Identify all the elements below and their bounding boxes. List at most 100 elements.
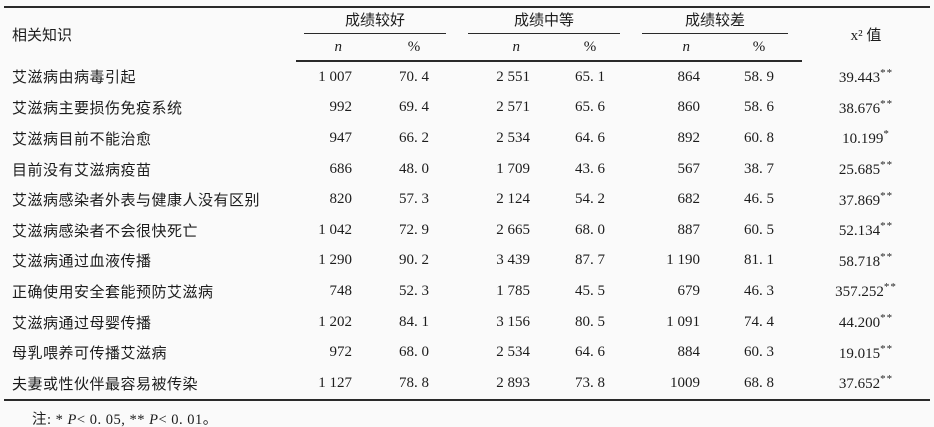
significance-footnote: 注: * P< 0. 05, ** P< 0. 01。 (32, 408, 934, 427)
knowledge-item-label: 正确使用安全套能预防艾滋病 (12, 284, 214, 301)
significance-stars: ** (880, 342, 894, 355)
good-pct-value: 78. 8 (368, 367, 461, 401)
chi-number: 25.685 (838, 162, 881, 179)
poor-pct-value: 81. 1 (744, 252, 775, 269)
medium-pct-value: 87. 7 (575, 252, 606, 269)
poor-pct-value: 38. 7 (744, 160, 775, 177)
column-header-knowledge: 相关知识 (12, 28, 73, 44)
subheader-row: n % n % n % (4, 35, 930, 62)
medium-pct-value: 43. 6 (575, 160, 606, 177)
medium-n-value: 1 785 (496, 282, 531, 299)
good-n-value: 686 (329, 160, 353, 177)
chi-number: 10.199 (842, 131, 884, 148)
knowledge-item-label: 艾滋病感染者不会很快死亡 (12, 223, 199, 240)
footnote-end: < 0. 01。 (158, 411, 218, 427)
group-label-good: 成绩较好 (304, 9, 447, 34)
footnote-p-symbol-2: P (149, 411, 159, 427)
knowledge-item-label: 艾滋病主要损伤免疫系统 (12, 101, 183, 118)
medium-pct-value: 64. 6 (575, 344, 606, 361)
medium-n-value: 3 439 (496, 252, 531, 269)
footnote-middle: < 0. 05, ** (76, 411, 150, 427)
poor-n-value: 884 (677, 344, 701, 361)
good-n-value: 748 (329, 282, 353, 299)
medium-pct-value: 65. 1 (575, 68, 606, 85)
chi-square-value: 357.252** (802, 276, 930, 307)
medium-pct-value: 68. 0 (575, 221, 606, 238)
knowledge-item-label: 艾滋病感染者外表与健康人没有区别 (12, 193, 261, 210)
poor-n-value: 1 190 (666, 252, 701, 269)
table-row: 艾滋病由病毒引起 1 007 70. 4 2 551 65. 1 864 58.… (4, 61, 930, 93)
good-n-value: 992 (329, 99, 353, 116)
good-n-value: 1 290 (318, 252, 352, 269)
group-label-medium: 成绩中等 (468, 9, 621, 34)
poor-pct-value: 46. 5 (744, 191, 775, 208)
knowledge-item-label: 艾滋病通过血液传播 (12, 254, 152, 271)
medium-pct-value: 45. 5 (575, 282, 606, 299)
footnote-p-symbol: P (67, 411, 77, 427)
chi-number: 52.134 (838, 223, 881, 240)
medium-n-value: 2 534 (496, 344, 531, 361)
good-pct-value: 48. 0 (399, 160, 429, 177)
significance-stars: ** (880, 97, 894, 110)
poor-n-value: 892 (677, 129, 701, 146)
significance-stars: ** (880, 189, 894, 202)
medium-pct-value: 80. 5 (575, 313, 606, 330)
chi-number: 357.252 (835, 284, 884, 301)
subheader-pct-medium: % (546, 35, 635, 62)
column-group-good-grades: 成绩较好 (296, 7, 460, 35)
chi-square-value: 39.443** (802, 61, 930, 93)
significance-stars: ** (880, 220, 894, 233)
good-pct-value: 68. 0 (399, 344, 429, 361)
knowledge-item-label: 艾滋病由病毒引起 (12, 70, 137, 87)
table-row: 艾滋病通过血液传播 1 290 90. 2 3 439 87. 7 1 190 … (4, 246, 930, 277)
chi-square-value: 19.015** (802, 337, 930, 368)
subheader-n-poor: n (634, 35, 717, 62)
significance-stars: ** (880, 373, 894, 386)
table-row: 艾滋病通过母婴传播 1 202 84. 1 3 156 80. 5 1 091 … (4, 307, 930, 338)
good-pct-value: 84. 1 (399, 313, 429, 330)
medium-n-value: 2 571 (496, 99, 531, 116)
table-header: 相关知识 成绩较好 成绩中等 成绩较差 x² 值 n % n % n % (4, 7, 930, 62)
chi-square-value: 44.200** (802, 307, 930, 338)
table-row: 艾滋病目前不能治愈 947 66. 2 2 534 64. 6 892 60. … (4, 123, 930, 154)
chi-number: 44.200 (838, 315, 881, 332)
medium-pct-value: 54. 2 (575, 191, 606, 208)
poor-pct-value: 74. 4 (744, 313, 775, 330)
medium-n-value: 2 124 (496, 191, 531, 208)
good-n-value: 1 042 (318, 221, 352, 238)
medium-pct-value: 65. 6 (575, 99, 606, 116)
column-group-poor-grades: 成绩较差 (634, 7, 802, 35)
good-pct-value: 90. 2 (399, 252, 429, 269)
knowledge-item-label: 夫妻或性伙伴最容易被传染 (4, 367, 296, 401)
table-body: 艾滋病由病毒引起 1 007 70. 4 2 551 65. 1 864 58.… (4, 61, 931, 401)
table-row: 艾滋病感染者外表与健康人没有区别 820 57. 3 2 124 54. 2 6… (4, 184, 930, 215)
good-pct-value: 57. 3 (399, 191, 429, 208)
subheader-pct-good: % (368, 35, 461, 62)
good-pct-value: 66. 2 (399, 129, 429, 146)
poor-n-value: 1009 (634, 367, 717, 401)
table-row: 夫妻或性伙伴最容易被传染 1 127 78. 8 2 893 73. 8 100… (4, 367, 931, 401)
chi-number: 37.869 (838, 192, 881, 209)
table-row: 母乳喂养可传播艾滋病 972 68. 0 2 534 64. 6 884 60.… (4, 337, 930, 368)
chi-number: 39.443 (838, 69, 881, 86)
poor-pct-value: 60. 3 (744, 344, 775, 361)
column-group-medium-grades: 成绩中等 (460, 7, 634, 35)
poor-n-value: 1 091 (666, 313, 701, 330)
good-pct-value: 69. 4 (399, 99, 429, 116)
poor-n-value: 682 (677, 191, 701, 208)
poor-n-value: 860 (677, 99, 701, 116)
table-row: 目前没有艾滋病疫苗 686 48. 0 1 709 43. 6 567 38. … (4, 154, 930, 185)
good-n-value: 947 (329, 129, 353, 146)
good-n-value: 1 127 (296, 367, 368, 401)
medium-n-value: 2 893 (460, 367, 547, 401)
table-row: 艾滋病主要损伤免疫系统 992 69. 4 2 571 65. 6 860 58… (4, 93, 930, 124)
significance-stars: ** (880, 312, 894, 325)
medium-n-value: 2 551 (496, 68, 531, 85)
significance-stars: ** (883, 281, 897, 294)
aids-knowledge-table: 相关知识 成绩较好 成绩中等 成绩较差 x² 值 n % n % n % (4, 6, 931, 401)
chi-number: 58.718 (838, 253, 881, 270)
chi-square-value: 25.685** (802, 154, 930, 185)
medium-n-value: 3 156 (496, 313, 531, 330)
chi-square-value: 10.199* (802, 123, 930, 154)
poor-pct-value: 58. 9 (744, 68, 775, 85)
